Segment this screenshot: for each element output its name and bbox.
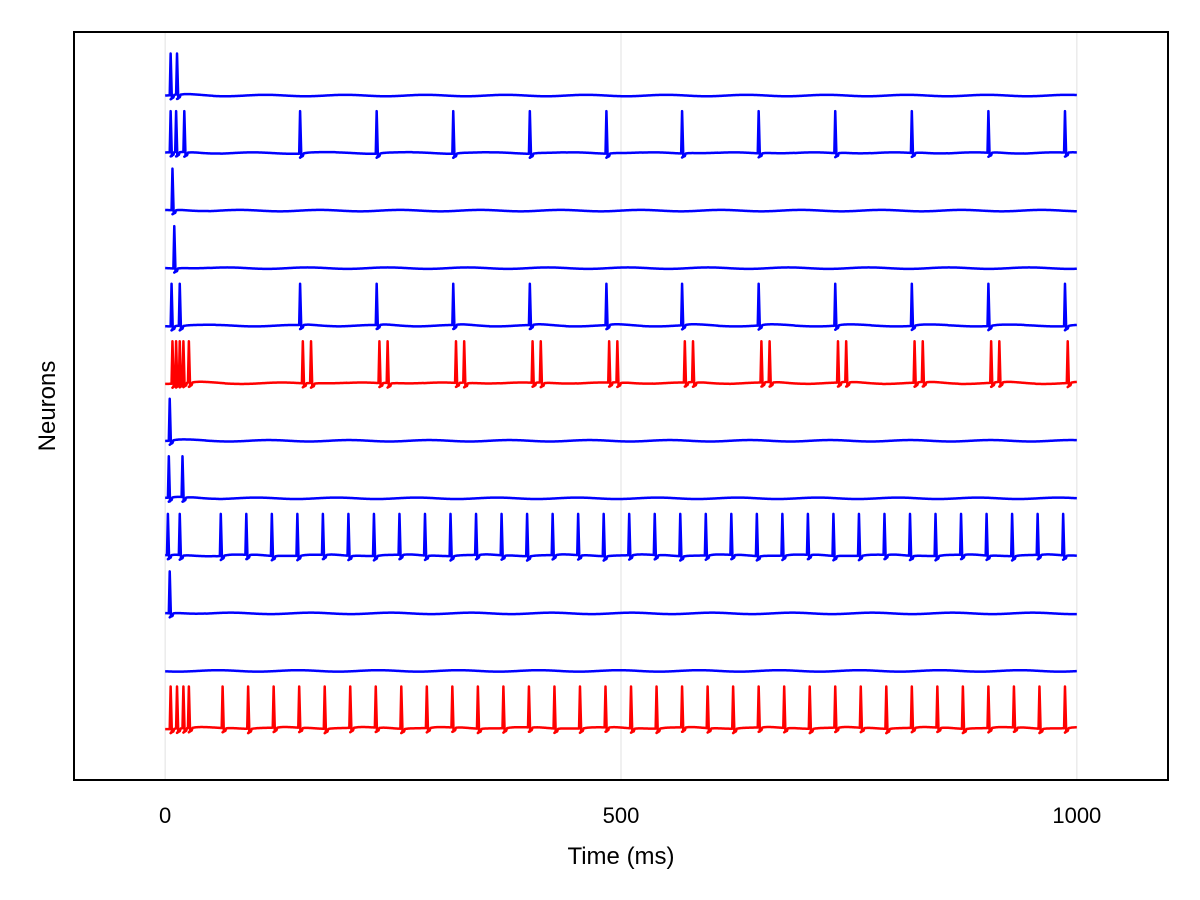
x-axis-ticks: 0 500 1000 <box>159 803 1101 828</box>
x-tick-label: 0 <box>159 803 171 828</box>
neuron-trace <box>164 455 1078 503</box>
x-tick-label: 1000 <box>1052 803 1101 828</box>
neuron-trace <box>164 512 1078 562</box>
y-axis-label: Neurons <box>34 361 61 452</box>
neuron-trace <box>164 52 1078 101</box>
neuron-traces <box>164 52 1078 735</box>
plot-frame <box>73 31 1169 781</box>
neuron-trace <box>164 109 1078 160</box>
neuron-trace <box>164 685 1078 735</box>
x-axis-label: Time (ms) <box>567 843 674 870</box>
neuron-trace <box>164 167 1078 216</box>
neuron-trace <box>164 668 1078 673</box>
neuron-trace <box>164 282 1078 332</box>
grid-lines <box>164 32 1078 780</box>
neuron-trace <box>164 224 1078 274</box>
neuron-trace <box>164 397 1078 446</box>
neuron-trace <box>164 339 1078 389</box>
neuron-trace <box>164 570 1078 619</box>
x-tick-label: 500 <box>603 803 640 828</box>
